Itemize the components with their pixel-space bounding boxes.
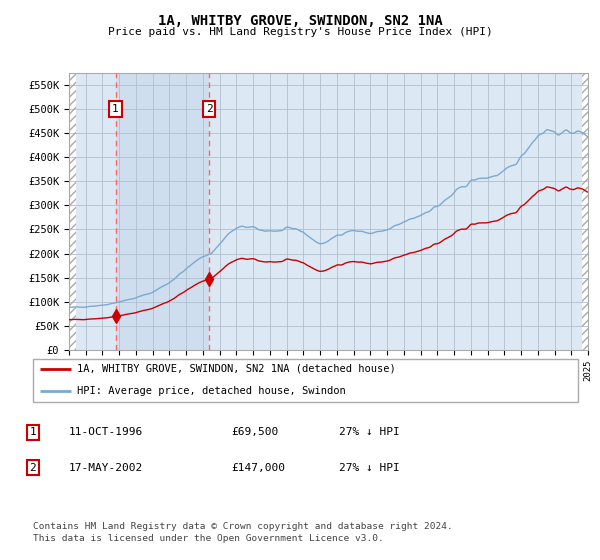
Bar xyxy=(69,73,76,350)
Bar xyxy=(582,73,588,350)
Text: 27% ↓ HPI: 27% ↓ HPI xyxy=(339,427,400,437)
Text: Contains HM Land Registry data © Crown copyright and database right 2024.
This d: Contains HM Land Registry data © Crown c… xyxy=(33,522,453,543)
Text: 1A, WHITBY GROVE, SWINDON, SN2 1NA: 1A, WHITBY GROVE, SWINDON, SN2 1NA xyxy=(158,14,442,28)
Bar xyxy=(116,73,209,350)
Text: 27% ↓ HPI: 27% ↓ HPI xyxy=(339,463,400,473)
Text: 2: 2 xyxy=(29,463,37,473)
Text: Price paid vs. HM Land Registry's House Price Index (HPI): Price paid vs. HM Land Registry's House … xyxy=(107,27,493,37)
Bar xyxy=(582,73,588,350)
Text: 2: 2 xyxy=(206,104,212,114)
Text: 1: 1 xyxy=(112,104,119,114)
Text: 17-MAY-2002: 17-MAY-2002 xyxy=(69,463,143,473)
Text: £69,500: £69,500 xyxy=(231,427,278,437)
Bar xyxy=(69,73,76,350)
Text: HPI: Average price, detached house, Swindon: HPI: Average price, detached house, Swin… xyxy=(77,386,346,396)
Text: 11-OCT-1996: 11-OCT-1996 xyxy=(69,427,143,437)
Text: £147,000: £147,000 xyxy=(231,463,285,473)
Text: 1A, WHITBY GROVE, SWINDON, SN2 1NA (detached house): 1A, WHITBY GROVE, SWINDON, SN2 1NA (deta… xyxy=(77,363,395,374)
Text: 1: 1 xyxy=(29,427,37,437)
FancyBboxPatch shape xyxy=(33,358,578,403)
